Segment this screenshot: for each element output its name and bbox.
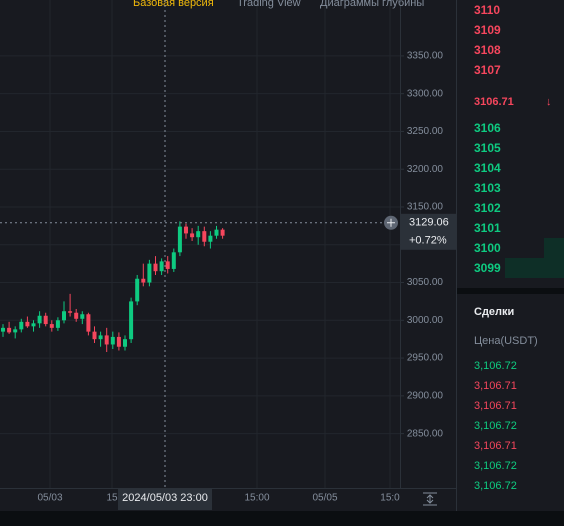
y-tick-label: 3350.00 bbox=[407, 51, 444, 62]
x-tick-label: 15 bbox=[106, 493, 118, 504]
price-arrow: ↓ bbox=[546, 96, 552, 108]
candle-body bbox=[123, 339, 127, 347]
candle-body bbox=[92, 331, 97, 340]
candle-body bbox=[13, 329, 18, 333]
candle-body bbox=[147, 263, 152, 283]
bid-price: 3105 bbox=[474, 141, 501, 155]
y-tick-label: 3200.00 bbox=[407, 164, 444, 175]
icon bbox=[423, 492, 437, 506]
candle-body bbox=[202, 231, 207, 242]
bid-price: 3102 bbox=[474, 201, 501, 215]
candle-body bbox=[7, 327, 12, 333]
section-gap bbox=[457, 288, 564, 294]
candle-body bbox=[153, 263, 158, 272]
candle-body bbox=[74, 312, 79, 319]
candle-body bbox=[37, 315, 42, 324]
x-tick-label: 15:00 bbox=[244, 493, 269, 504]
candle-body bbox=[110, 336, 115, 345]
depth-bar bbox=[505, 258, 564, 278]
candle-body bbox=[116, 336, 121, 347]
y-tick-label: 3250.00 bbox=[407, 126, 444, 137]
candle-body bbox=[190, 233, 195, 238]
candle-body bbox=[208, 235, 213, 242]
trade-price: 3,106.72 bbox=[474, 480, 517, 492]
candle-body bbox=[184, 226, 188, 234]
ask-price: 3108 bbox=[474, 43, 501, 57]
price-box bbox=[401, 213, 456, 250]
bid-price: 3099 bbox=[474, 261, 501, 275]
trade-price: 3,106.71 bbox=[474, 440, 517, 452]
candle-body bbox=[135, 278, 140, 302]
ask-price: 3110 bbox=[474, 3, 500, 17]
bid-price: 3104 bbox=[474, 161, 501, 175]
x-tick-label: 15:0 bbox=[380, 493, 400, 504]
trade-price: 3,106.72 bbox=[474, 460, 517, 472]
tab[interactable]: Trading View bbox=[237, 0, 301, 9]
crosshair-change: +0.72% bbox=[409, 235, 447, 247]
y-tick-label: 3300.00 bbox=[407, 88, 444, 99]
y-tick-label: 2900.00 bbox=[407, 390, 444, 401]
trades-title: Сделки bbox=[474, 306, 514, 318]
trade-price: 3,106.72 bbox=[474, 420, 517, 432]
trade-price: 3,106.72 bbox=[474, 360, 517, 372]
candle-body bbox=[196, 231, 201, 238]
candle-body bbox=[86, 314, 91, 332]
candle-body bbox=[1, 327, 5, 332]
y-tick-label: 3150.00 bbox=[407, 202, 444, 213]
ask-price: 3107 bbox=[474, 63, 501, 77]
candle-body bbox=[171, 252, 176, 269]
candle-body bbox=[141, 278, 146, 283]
candle-body bbox=[19, 321, 24, 330]
tab-active[interactable]: Базовая версия bbox=[133, 0, 214, 9]
footer bbox=[0, 511, 564, 526]
candle-body bbox=[25, 321, 30, 327]
candle-body bbox=[55, 320, 60, 328]
crosshair-time: 2024/05/03 23:00 bbox=[122, 492, 208, 504]
trades-header: Цена(USDT) bbox=[474, 335, 538, 347]
candle-body bbox=[165, 261, 170, 269]
ask-price: 3109 bbox=[474, 23, 501, 37]
y-tick-label: 2950.00 bbox=[407, 353, 444, 364]
candle-body bbox=[62, 311, 66, 321]
trade-price: 3,106.71 bbox=[474, 400, 517, 412]
trade-price: 3,106.71 bbox=[474, 380, 517, 392]
candle-body bbox=[159, 261, 164, 272]
tab[interactable]: Диаграммы глубины bbox=[320, 0, 424, 9]
candle-body bbox=[68, 311, 73, 313]
bid-price: 3106 bbox=[474, 121, 501, 135]
candle-body bbox=[98, 335, 103, 340]
plus-icon bbox=[387, 218, 395, 227]
time-box bbox=[118, 488, 212, 510]
candle-body bbox=[220, 229, 225, 236]
y-tick-label: 2850.00 bbox=[407, 428, 444, 439]
x-tick-label: 05/05 bbox=[312, 493, 337, 504]
crosshair-price: 3129.06 bbox=[409, 217, 449, 229]
y-tick-label: 3050.00 bbox=[407, 277, 444, 288]
candle-body bbox=[214, 229, 219, 236]
bid-price: 3103 bbox=[474, 181, 501, 195]
depth-bar bbox=[544, 238, 564, 258]
bid-price: 3101 bbox=[474, 221, 501, 235]
candle-body bbox=[80, 314, 85, 319]
chart-bg bbox=[0, 0, 456, 526]
candle-body bbox=[129, 301, 134, 340]
candle-body bbox=[104, 335, 109, 345]
last-price: 3106.71 bbox=[474, 96, 514, 108]
candle-body bbox=[31, 323, 36, 327]
candle-body bbox=[177, 226, 182, 253]
fullscreen-icon[interactable] bbox=[423, 492, 437, 506]
y-tick-label: 3000.00 bbox=[407, 315, 444, 326]
candle-body bbox=[43, 315, 48, 325]
x-tick-label: 05/03 bbox=[37, 493, 62, 504]
candle-body bbox=[49, 324, 54, 328]
bid-price: 3100 bbox=[474, 241, 501, 255]
v-grid bbox=[49, 0, 391, 488]
